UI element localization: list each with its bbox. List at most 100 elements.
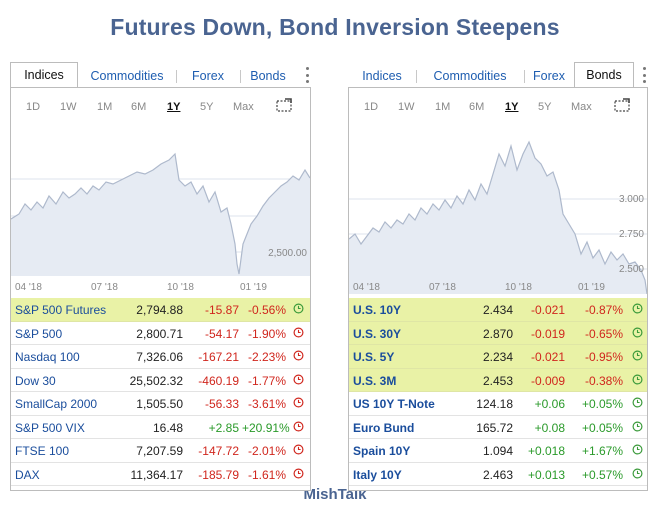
- table-row[interactable]: U.S. 10Y 2.434 -0.021 -0.87%: [349, 298, 647, 322]
- table-row[interactable]: US 10Y T-Note 124.18 +0.06 +0.05%: [349, 392, 647, 416]
- instrument-name[interactable]: SmallCap 2000: [15, 397, 98, 411]
- tab-bonds[interactable]: Bonds: [240, 65, 296, 87]
- period-max[interactable]: Max: [571, 101, 592, 113]
- price-change: -460.19: [198, 373, 239, 388]
- period-1m[interactable]: 1M: [435, 101, 451, 113]
- percent-change: -1.77%: [247, 373, 286, 388]
- instrument-name[interactable]: Spain 10Y: [353, 444, 411, 458]
- period-1m[interactable]: 1M: [97, 101, 113, 113]
- instrument-name[interactable]: S&P 500 Futures: [15, 303, 107, 317]
- bonds-chart: 3.000 2.750 2.500 04 '18 07 '18 10 '18 0…: [349, 140, 647, 294]
- table-row[interactable]: Italy 10Y 2.463 +0.013 +0.57%: [349, 463, 647, 486]
- period-6m[interactable]: 6M: [131, 101, 147, 113]
- table-row[interactable]: S&P 500 VIX 16.48 +2.85 +20.91%: [11, 416, 310, 439]
- last-price: 7,207.59: [136, 444, 183, 458]
- instrument-name[interactable]: US 10Y T-Note: [353, 397, 435, 411]
- table-row[interactable]: SmallCap 2000 1,505.50 -56.33 -3.61%: [11, 392, 310, 416]
- period-5y[interactable]: 5Y: [538, 101, 552, 113]
- percent-change: -0.87%: [584, 303, 623, 317]
- last-price: 11,364.17: [130, 467, 184, 482]
- instrument-name[interactable]: FTSE 100: [15, 444, 70, 458]
- market-open-clock-icon: [632, 303, 643, 314]
- x-tick-label: 04 '18: [15, 282, 42, 293]
- last-price: 124.18: [476, 397, 513, 411]
- instrument-name[interactable]: Dow 30: [15, 373, 56, 388]
- percent-change: +20.91%: [242, 420, 290, 435]
- market-tabs: Indices Commodities Forex Bonds: [10, 62, 311, 88]
- period-1w[interactable]: 1W: [398, 101, 415, 113]
- period-1w[interactable]: 1W: [60, 101, 77, 113]
- market-open-clock-icon: [632, 350, 643, 361]
- instrument-name[interactable]: Euro Bund: [353, 420, 415, 435]
- table-row[interactable]: Nasdaq 100 7,326.06 -167.21 -2.23%: [11, 345, 310, 369]
- period-5y[interactable]: 5Y: [200, 101, 214, 113]
- price-change: +0.013: [527, 467, 565, 482]
- instrument-name[interactable]: S&P 500 VIX: [15, 420, 85, 435]
- x-tick-label: 07 '18: [91, 282, 118, 293]
- market-open-clock-icon: [632, 468, 643, 478]
- percent-change: -2.01%: [247, 444, 286, 458]
- table-row[interactable]: Spain 10Y 1.094 +0.018 +1.67%: [349, 439, 647, 463]
- percent-change: -1.90%: [247, 326, 286, 341]
- percent-change: +0.05%: [581, 397, 623, 411]
- percent-change: -3.61%: [247, 397, 286, 411]
- widget-panel: 1D 1W 1M 6M 1Y 5Y Max 3.000 2.750 2.500 …: [348, 87, 648, 491]
- tab-commodities[interactable]: Commodities: [90, 69, 164, 83]
- last-price: 2,800.71: [136, 326, 183, 341]
- table-row[interactable]: Euro Bund 165.72 +0.08 +0.05%: [349, 416, 647, 439]
- widget-panel: 1D 1W 1M 6M 1Y 5Y Max 2,500.00 04 '18 07…: [10, 87, 311, 491]
- more-options-icon[interactable]: [640, 67, 648, 83]
- instrument-name[interactable]: S&P 500: [15, 326, 63, 341]
- price-change: -0.009: [530, 373, 565, 388]
- period-1d[interactable]: 1D: [26, 101, 41, 113]
- quotes-table: U.S. 10Y 2.434 -0.021 -0.87% U.S. 30Y 2.870 -0…: [349, 298, 647, 486]
- period-6m[interactable]: 6M: [469, 101, 485, 113]
- last-price: 16.48: [152, 420, 183, 435]
- more-options-icon[interactable]: [303, 67, 311, 83]
- period-max[interactable]: Max: [233, 101, 254, 113]
- tab-forex[interactable]: Forex: [176, 65, 240, 87]
- tab-bonds[interactable]: Bonds: [574, 62, 634, 87]
- table-row[interactable]: DAX 11,364.17 -185.79 -1.61%: [11, 463, 310, 486]
- market-open-clock-icon: [632, 444, 643, 455]
- table-row[interactable]: U.S. 30Y 2.870 -0.019 -0.65%: [349, 321, 647, 345]
- last-price: 2.463: [482, 467, 513, 482]
- expand-chart-icon[interactable]: [614, 98, 630, 112]
- market-closed-clock-icon: [293, 374, 304, 384]
- instrument-name[interactable]: Italy 10Y: [353, 467, 402, 482]
- table-row[interactable]: S&P 500 2,800.71 -54.17 -1.90%: [11, 322, 310, 345]
- market-closed-clock-icon: [293, 444, 304, 455]
- last-price: 165.72: [476, 420, 513, 435]
- instrument-name[interactable]: U.S. 30Y: [353, 326, 402, 341]
- percent-change: -2.23%: [247, 350, 286, 364]
- y-tick-label: 2,500.00: [268, 248, 307, 259]
- instrument-name[interactable]: Nasdaq 100: [15, 350, 80, 364]
- instrument-name[interactable]: U.S. 10Y: [353, 303, 402, 317]
- last-price: 25,502.32: [129, 373, 183, 388]
- period-1y[interactable]: 1Y: [167, 101, 181, 113]
- y-tick-label: 2.500: [619, 264, 644, 275]
- percent-change: -0.38%: [584, 373, 623, 388]
- tab-commodities[interactable]: Commodities: [416, 65, 524, 87]
- table-row[interactable]: Dow 30 25,502.32 -460.19 -1.77%: [11, 369, 310, 392]
- expand-chart-icon[interactable]: [276, 98, 292, 112]
- instrument-name[interactable]: DAX: [15, 467, 40, 482]
- last-price: 2.453: [482, 373, 513, 388]
- instrument-name[interactable]: U.S. 3M: [353, 373, 397, 388]
- period-1y[interactable]: 1Y: [505, 101, 519, 113]
- table-row[interactable]: S&P 500 Futures 2,794.88 -15.87 -0.56%: [11, 298, 310, 322]
- percent-change: -0.56%: [247, 303, 286, 317]
- tab-forex[interactable]: Forex: [524, 65, 574, 87]
- tab-indices[interactable]: Indices: [362, 69, 402, 83]
- last-price: 2,794.88: [136, 303, 183, 317]
- y-tick-label: 3.000: [619, 194, 644, 205]
- table-row[interactable]: U.S. 5Y 2.234 -0.021 -0.95%: [349, 345, 647, 369]
- instrument-name[interactable]: U.S. 5Y: [353, 350, 395, 364]
- table-row[interactable]: FTSE 100 7,207.59 -147.72 -2.01%: [11, 439, 310, 463]
- percent-change: +0.05%: [581, 420, 623, 435]
- price-change: +0.018: [527, 444, 565, 458]
- table-row[interactable]: U.S. 3M 2.453 -0.009 -0.38%: [349, 368, 647, 392]
- tab-indices[interactable]: Indices: [10, 62, 78, 87]
- period-1d[interactable]: 1D: [364, 101, 379, 113]
- percent-change: -0.65%: [584, 326, 623, 341]
